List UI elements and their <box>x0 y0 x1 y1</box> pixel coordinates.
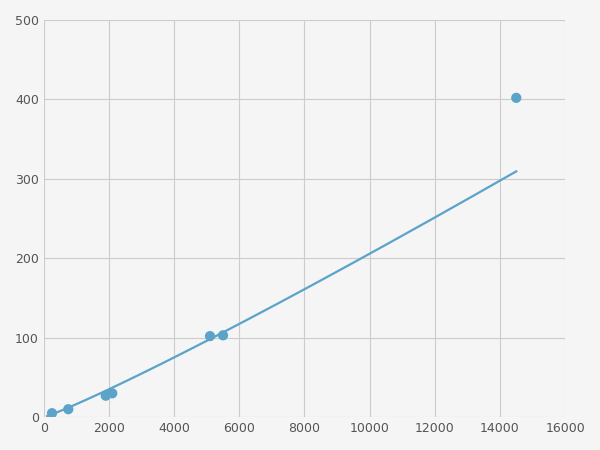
Point <box>205 333 215 340</box>
Point <box>64 405 73 413</box>
Point <box>101 392 110 399</box>
Point <box>47 410 57 417</box>
Point <box>511 94 521 101</box>
Point <box>218 332 228 339</box>
Point <box>107 390 117 397</box>
